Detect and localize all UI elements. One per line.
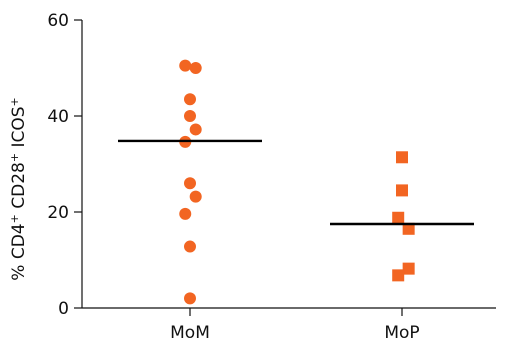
- data-points: [179, 59, 415, 305]
- median-lines: [118, 139, 474, 226]
- data-point-square: [396, 151, 408, 164]
- data-point-circle: [184, 292, 196, 305]
- y-label-text: % CD4: [9, 223, 29, 280]
- data-point-square: [396, 184, 408, 197]
- y-label-text: ICOS: [9, 106, 29, 152]
- data-point-circle: [189, 190, 202, 203]
- y-tick-label: 40: [47, 107, 69, 127]
- y-tick-label: 60: [47, 11, 69, 31]
- data-point-circle: [184, 240, 196, 253]
- y-label-superscript: +: [8, 97, 21, 106]
- data-point-square: [392, 211, 405, 224]
- data-point-circle: [184, 177, 196, 190]
- y-label-superscript: +: [8, 153, 21, 162]
- data-point-circle: [179, 59, 192, 72]
- data-point-circle: [179, 207, 192, 220]
- y-tick-label: 20: [47, 203, 69, 223]
- x-axis: MoM MoP: [82, 307, 496, 343]
- data-point-square: [392, 269, 405, 282]
- data-point-circle: [184, 93, 196, 106]
- data-point-circle: [189, 62, 202, 74]
- data-point-circle: [189, 123, 202, 136]
- data-point-square: [402, 262, 415, 275]
- x-tick-label: MoM: [170, 323, 210, 343]
- y-axis-label: % CD4+ CD28+ ICOS+: [8, 97, 30, 280]
- y-axis: 0 20 40 60: [47, 11, 83, 319]
- y-label-superscript: +: [8, 214, 21, 223]
- data-point-square: [402, 222, 415, 235]
- y-label-text: CD28: [9, 162, 29, 214]
- y-tick-label: 0: [58, 299, 69, 319]
- x-tick-label: MoP: [384, 323, 419, 343]
- data-point-circle: [184, 110, 196, 122]
